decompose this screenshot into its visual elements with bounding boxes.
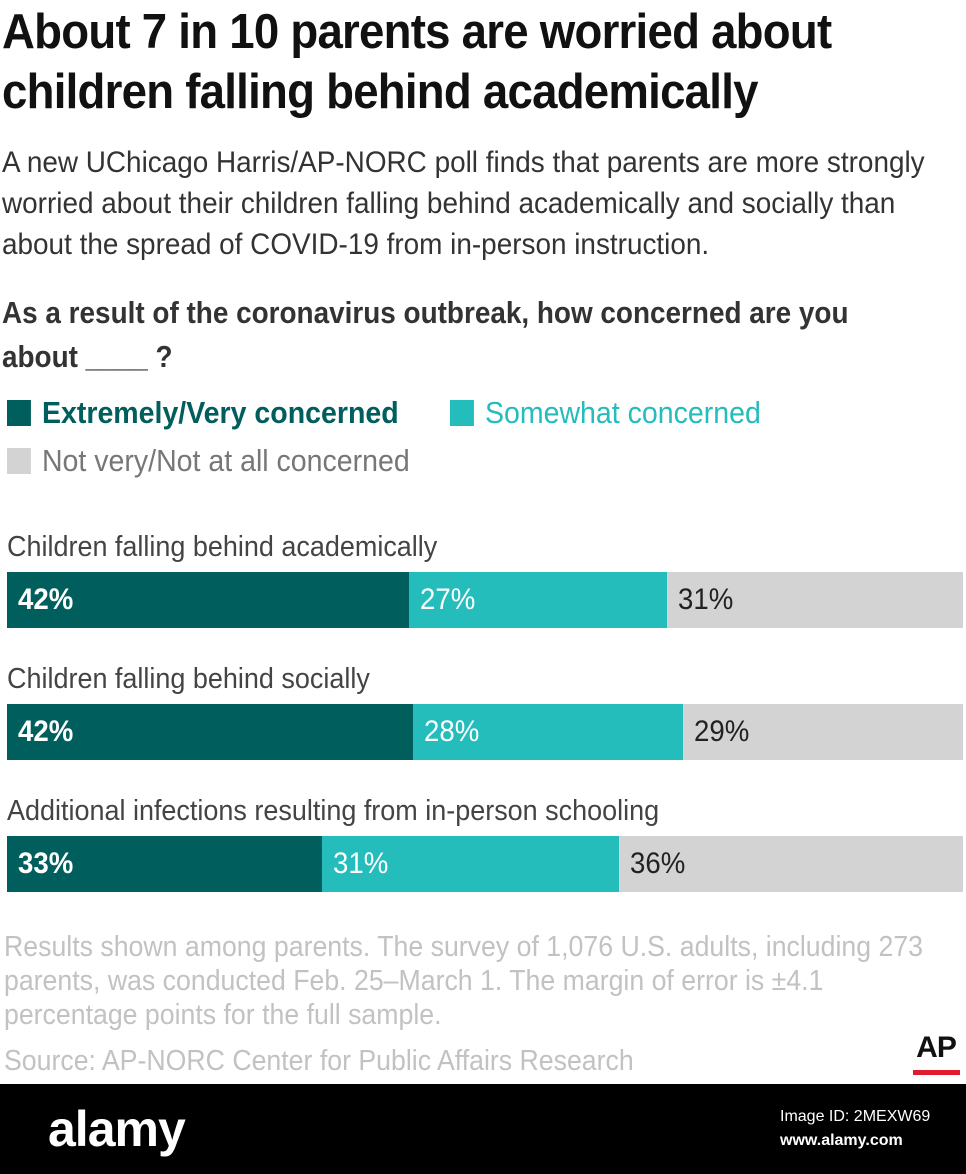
chart-notes: Results shown among parents. The survey … [4, 931, 924, 1031]
bar-value-label: 28% [423, 715, 479, 748]
category-label-infections: Additional infections resulting from in-… [7, 795, 660, 827]
bar-segment-extremely-very: 33% [7, 836, 323, 892]
bar-value-label: 42% [18, 715, 74, 748]
bar-value-label: 27% [419, 583, 475, 616]
bar-value-label: 29% [693, 715, 750, 748]
bar-row-academic: 42% 27% 31% [7, 572, 963, 628]
bar-value-label: 31% [677, 583, 733, 616]
bar-value-label: 42% [18, 583, 74, 616]
bar-segment-extremely-very: 42% [7, 704, 413, 760]
chart-subtitle: A new UChicago Harris/AP-NORC poll finds… [2, 146, 925, 261]
legend-item-somewhat: Somewhat concerned [450, 395, 761, 431]
legend-swatch-extremely-very [7, 400, 31, 426]
bar-segment-not-very: 36% [618, 836, 963, 892]
bar-segment-somewhat: 28% [412, 704, 683, 760]
legend-label-somewhat: Somewhat concerned [484, 395, 761, 430]
survey-question: As a result of the coronavirus outbreak,… [2, 295, 849, 374]
legend-swatch-somewhat [450, 400, 474, 426]
category-label-academic: Children falling behind academically [7, 531, 438, 563]
legend-item-not-very: Not very/Not at all concerned [7, 443, 410, 479]
legend-label-not-very: Not very/Not at all concerned [41, 443, 410, 478]
bar-segment-not-very: 31% [666, 572, 963, 628]
bar-value-label: 36% [629, 847, 686, 880]
watermark-footer: alamy Image ID: 2MEXW69 www.alamy.com [0, 1084, 966, 1174]
legend-label-extremely-very: Extremely/Very concerned [41, 395, 399, 430]
legend-item-extremely-very: Extremely/Very concerned [7, 395, 399, 431]
bar-segment-somewhat: 27% [408, 572, 667, 628]
ap-logo-underline [913, 1070, 960, 1075]
bar-row-infections: 33% 31% 36% [7, 836, 963, 892]
chart-source: Source: AP-NORC Center for Public Affair… [4, 1045, 634, 1077]
bar-value-label: 33% [18, 847, 74, 880]
watermark-brand: alamy [48, 1101, 186, 1157]
bar-segment-extremely-very: 42% [7, 572, 409, 628]
bar-segment-not-very: 29% [682, 704, 963, 760]
watermark-url: www.alamy.com [780, 1132, 903, 1149]
watermark-image-id: Image ID: 2MEXW69 [780, 1108, 931, 1125]
legend-swatch-not-very [7, 448, 31, 474]
category-label-social: Children falling behind socially [7, 663, 370, 695]
bar-segment-somewhat: 31% [322, 836, 619, 892]
bar-value-label: 31% [333, 847, 389, 880]
ap-logo: AP [916, 1031, 957, 1064]
chart-title: About 7 in 10 parents are worried about … [2, 5, 832, 119]
bar-row-social: 42% 28% 29% [7, 704, 963, 760]
